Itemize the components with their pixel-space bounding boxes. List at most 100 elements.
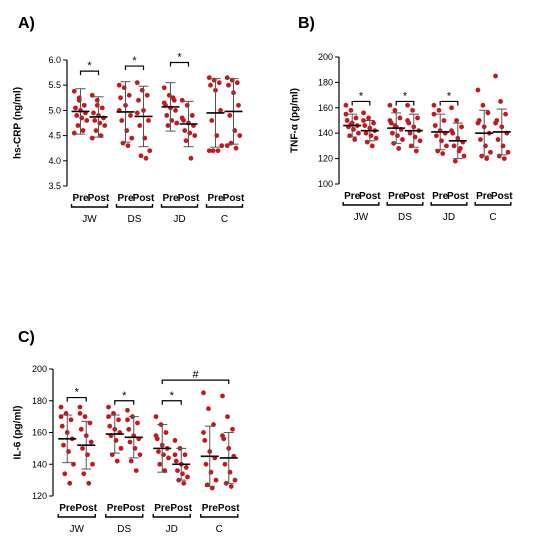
data-point: [86, 480, 92, 486]
y-tick-label: 180: [318, 77, 333, 87]
data-point: [226, 82, 231, 88]
data-point: [227, 113, 233, 118]
x-label-post: Post: [123, 503, 145, 514]
column-C-post: [219, 393, 238, 489]
data-point: [82, 414, 88, 420]
data-point: [452, 158, 458, 164]
data-point: [126, 426, 132, 432]
x-label-pre: Pre: [117, 193, 134, 204]
significance-label: *: [170, 390, 175, 402]
column-JD-post: [179, 97, 198, 161]
data-point: [153, 433, 159, 439]
data-point: [436, 107, 442, 113]
significance-label: *: [122, 390, 127, 402]
data-point: [185, 474, 190, 480]
x-label-pre: Pre: [388, 191, 405, 202]
data-point: [485, 110, 491, 116]
y-tick-label: 160: [32, 428, 47, 438]
x-label-pre: Pre: [207, 193, 224, 204]
data-point: [475, 87, 481, 93]
data-point: [174, 120, 180, 126]
group-label-DS: DS: [128, 214, 142, 225]
data-point: [208, 82, 213, 88]
x-label-post: Post: [178, 193, 200, 204]
data-point: [90, 461, 95, 467]
y-tick-label: 100: [318, 179, 333, 189]
data-point: [182, 128, 188, 133]
data-point: [353, 115, 359, 121]
data-point: [441, 118, 447, 123]
data-point: [179, 115, 185, 121]
group-label-JW: JW: [82, 214, 97, 225]
data-point: [71, 88, 77, 94]
data-point: [164, 113, 170, 118]
data-point: [206, 75, 212, 81]
data-point: [126, 92, 132, 98]
group-bracket: [115, 204, 154, 208]
x-label-pre: Pre: [432, 191, 449, 202]
column-JW-post: [77, 404, 96, 486]
data-point: [137, 452, 143, 458]
significance-bracket: [439, 100, 459, 106]
y-tick-label: 4.0: [48, 156, 61, 166]
data-point: [363, 130, 369, 136]
x-label-post: Post: [218, 503, 240, 514]
data-point: [236, 102, 241, 108]
group-bracket: [430, 202, 468, 206]
data-point: [444, 143, 449, 149]
data-point: [440, 151, 446, 156]
x-label-pre: Pre: [344, 191, 361, 202]
data-point: [73, 105, 78, 111]
data-point: [202, 438, 208, 443]
y-tick-label: 5.5: [48, 80, 61, 90]
data-point: [209, 118, 215, 123]
data-point: [138, 153, 144, 159]
data-point: [348, 107, 354, 113]
data-point: [215, 148, 221, 154]
group-bracket: [105, 514, 144, 518]
y-tick-label: 180: [32, 396, 47, 406]
data-point: [201, 430, 206, 435]
data-point: [68, 417, 74, 423]
data-point: [405, 118, 410, 123]
data-point: [175, 468, 180, 473]
group-bracket: [342, 202, 380, 206]
x-label-pre: Pre: [202, 503, 219, 514]
data-point: [81, 471, 87, 477]
data-point: [478, 137, 483, 142]
x-label-post: Post: [359, 191, 381, 202]
panel-letter: B): [298, 15, 315, 32]
data-point: [106, 404, 111, 410]
data-point: [501, 156, 507, 162]
column-JD-post: [172, 438, 191, 486]
group-label-JD: JD: [443, 212, 455, 223]
data-point: [153, 414, 159, 420]
data-point: [390, 130, 395, 136]
significance-bracket: [161, 400, 182, 405]
data-point: [431, 111, 437, 117]
data-point: [99, 105, 105, 111]
column-DS-post: [124, 407, 143, 473]
data-point: [449, 128, 454, 134]
data-point: [129, 135, 135, 141]
significance-label: *: [132, 55, 137, 67]
data-point: [166, 455, 171, 461]
group-bracket: [57, 514, 96, 518]
data-point: [84, 118, 90, 123]
x-label-post: Post: [447, 191, 469, 202]
data-point: [156, 449, 161, 454]
column-JW-post: [360, 110, 379, 149]
group-bracket: [152, 514, 191, 518]
data-point: [62, 471, 68, 477]
data-point: [356, 130, 361, 136]
data-point: [135, 420, 140, 426]
data-point: [206, 406, 211, 412]
y-axis-label: TNF-α (pg/ml): [289, 88, 300, 153]
column-DS-pre: [387, 102, 406, 151]
data-point: [133, 468, 139, 473]
data-point: [81, 102, 87, 108]
data-point: [461, 153, 467, 159]
panel-letter: A): [18, 15, 35, 32]
data-point: [125, 417, 130, 423]
